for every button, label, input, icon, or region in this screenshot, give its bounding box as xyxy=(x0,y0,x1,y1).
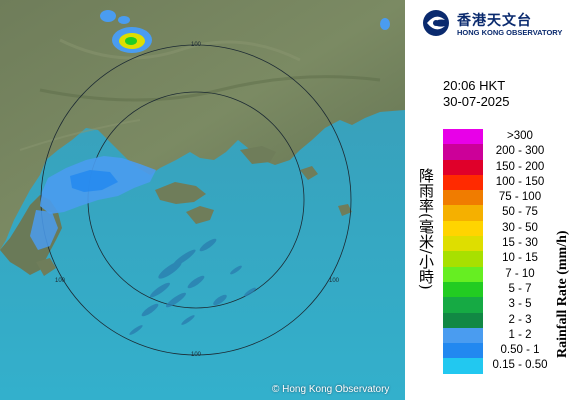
legend-row: 200 - 300 xyxy=(443,144,571,160)
legend-swatch xyxy=(443,159,483,175)
legend-label: 7 - 10 xyxy=(505,267,535,280)
legend-swatch xyxy=(443,297,483,313)
legend-row: 50 - 75 xyxy=(443,205,571,221)
legend-row: 3 - 5 xyxy=(443,297,571,313)
echo-cell-north-small xyxy=(100,10,116,22)
legend-swatch xyxy=(443,236,483,252)
legend-swatch xyxy=(443,144,483,160)
legend-swatch xyxy=(443,205,483,221)
legend-row: 100 - 150 xyxy=(443,174,571,191)
island xyxy=(300,166,318,180)
legend-title-english: Rainfall Rate (mm/h) xyxy=(555,230,570,358)
legend-label: 50 - 75 xyxy=(502,206,538,219)
legend-row: 7 - 10 xyxy=(443,266,571,282)
terrain-texture xyxy=(39,75,381,102)
island xyxy=(36,258,56,276)
legend-swatch xyxy=(443,251,483,267)
legend-swatch xyxy=(443,312,483,328)
legend-label: 5 - 7 xyxy=(508,282,532,295)
legend-swatch xyxy=(443,327,483,344)
legend-row: 10 - 15 xyxy=(443,251,571,267)
legend-swatch xyxy=(443,281,483,298)
legend-label: 30 - 50 xyxy=(502,221,538,234)
legend-label: 1 - 2 xyxy=(508,328,532,341)
range-ring-label-south: 100 xyxy=(191,352,202,358)
legend-label: 75 - 100 xyxy=(498,191,542,204)
legend-title-chinese: 降雨率(毫米/小時) xyxy=(417,168,435,290)
legend-swatch xyxy=(443,190,483,206)
logo-text-english: HONG KONG OBSERVATORY xyxy=(457,28,563,37)
echo-cluster-west xyxy=(30,210,58,250)
terrain-texture xyxy=(19,119,141,151)
legend-label: 10 - 15 xyxy=(502,252,538,265)
legend-row: 75 - 100 xyxy=(443,190,571,206)
legend-label: 15 - 30 xyxy=(502,237,538,250)
echo-cell-north-center xyxy=(125,37,137,45)
legend-row: 150 - 200 xyxy=(443,159,571,175)
radar-echoes xyxy=(30,10,390,335)
hko-logo-icon xyxy=(423,10,449,36)
echo-scattered-south xyxy=(129,238,256,335)
legend-label: >300 xyxy=(507,130,533,142)
legend-swatch xyxy=(443,266,483,282)
island xyxy=(155,182,206,204)
range-ring-label-north: 100 xyxy=(191,42,202,48)
legend-row: 0.50 - 1 xyxy=(443,343,571,359)
legend-row: 1 - 2 xyxy=(443,327,571,344)
legend-label: 200 - 300 xyxy=(495,145,545,158)
legend-label: 0.15 - 0.50 xyxy=(492,359,548,372)
island xyxy=(338,204,352,216)
island xyxy=(186,206,214,224)
range-ring-label-west: 100 xyxy=(55,278,66,284)
legend-row: 5 - 7 xyxy=(443,281,571,298)
island xyxy=(240,146,276,164)
legend-row: 30 - 50 xyxy=(443,220,571,237)
info-panel: 香港天文台 HONG KONG OBSERVATORY 20:06 HKT 30… xyxy=(405,0,577,400)
legend-swatch xyxy=(443,343,483,359)
observation-date: 30-07-2025 xyxy=(443,94,510,109)
echo-cell-north-small xyxy=(118,16,130,24)
echo-cell-northeast xyxy=(380,18,390,30)
observation-time: 20:06 HKT xyxy=(443,78,506,93)
copyright-text: © Hong Kong Observatory xyxy=(272,384,390,395)
legend-swatch xyxy=(443,174,483,191)
rainfall-legend: >300 200 - 300 150 - 200 100 - 150 75 - 100 5… xyxy=(443,129,571,374)
legend-label: 0.50 - 1 xyxy=(500,344,540,357)
legend-label: 3 - 5 xyxy=(508,298,532,311)
legend-label: 150 - 200 xyxy=(495,160,545,173)
legend-row: 2 - 3 xyxy=(443,312,571,328)
legend-row: 15 - 30 xyxy=(443,236,571,252)
legend-label: 100 - 150 xyxy=(495,175,545,188)
range-ring-label-east: 100 xyxy=(329,278,340,284)
legend-row: >300 xyxy=(443,129,571,145)
legend-label: 2 - 3 xyxy=(508,313,532,326)
echo-cluster-northwest-core xyxy=(70,170,118,192)
legend-row: 0.15 - 0.50 xyxy=(443,358,571,374)
land-area xyxy=(0,0,405,250)
radar-map-canvas: 100 100 100 100 xyxy=(0,0,405,400)
hko-logo: 香港天文台 HONG KONG OBSERVATORY xyxy=(415,6,575,40)
logo-text-chinese: 香港天文台 xyxy=(457,13,532,29)
terrain-texture xyxy=(59,38,301,62)
legend-swatch xyxy=(443,220,483,237)
legend-swatch xyxy=(443,358,483,374)
legend-swatch xyxy=(443,129,483,145)
radar-map: 100 100 100 100 xyxy=(0,0,405,400)
